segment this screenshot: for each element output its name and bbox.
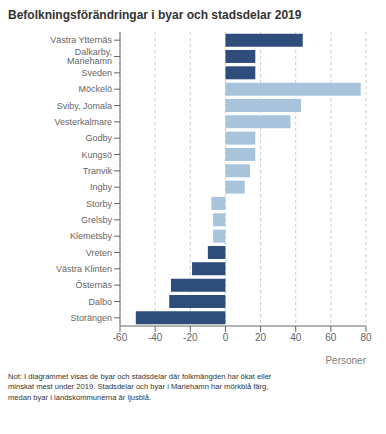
svg-text:Storby: Storby [86,199,113,209]
svg-text:80: 80 [360,332,372,343]
svg-text:-40: -40 [148,332,163,343]
svg-text:60: 60 [325,332,337,343]
svg-text:Ingby: Ingby [90,182,113,192]
svg-text:Grelsby: Grelsby [81,215,113,225]
html-text:Not: I diagrammet visas de bya: Not: I diagrammet visas de byar och stad… [8,372,272,381]
svg-text:Möckelö: Möckelö [78,84,112,94]
svg-text:Västra Ytternäs: Västra Ytternäs [50,35,112,45]
svg-text:Klemetsby: Klemetsby [70,231,113,241]
svg-text:Godby: Godby [85,133,112,143]
svg-text:Kungsö: Kungsö [81,150,112,160]
svg-text:Sviby, Jomala: Sviby, Jomala [57,101,112,111]
svg-text:0: 0 [223,332,229,343]
svg-text:Sveden: Sveden [81,68,112,78]
svg-text:Dalkarby,Mariehamn: Dalkarby,Mariehamn [67,47,112,66]
svg-text:-20: -20 [183,332,198,343]
svg-text:Vreten: Vreten [86,248,112,258]
svg-text:Västra Klinten: Västra Klinten [56,264,112,274]
svg-text:Personer: Personer [325,355,366,366]
svg-text:Storängen: Storängen [70,313,112,323]
svg-text:40: 40 [290,332,302,343]
svg-text:Dalbo: Dalbo [88,297,112,307]
html-text:minskat mest under 2019. Stads: minskat mest under 2019. Stadsdelar och … [8,382,269,392]
html-text:medan byar i landskommunerna ä: medan byar i landskommunerna är ljusblå. [8,392,152,402]
html-text:Befolkningsförändringar i byar: Befolkningsförändringar i byar och stads… [8,8,302,22]
svg-text:Tranvik: Tranvik [83,166,113,176]
svg-text:Östernäs: Östernäs [75,280,112,290]
svg-text:Vesterkalmare: Vesterkalmare [54,117,112,127]
svg-text:-60: -60 [113,332,128,343]
svg-text:20: 20 [255,332,267,343]
